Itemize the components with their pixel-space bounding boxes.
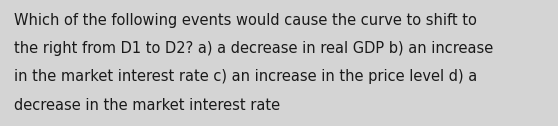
Text: decrease in the market interest rate: decrease in the market interest rate — [14, 98, 280, 113]
Text: in the market interest rate c) an increase in the price level d) a: in the market interest rate c) an increa… — [14, 69, 477, 84]
Text: the right from D1 to D2? a) a decrease in real GDP b) an increase: the right from D1 to D2? a) a decrease i… — [14, 41, 493, 56]
Text: Which of the following events would cause the curve to shift to: Which of the following events would caus… — [14, 13, 477, 28]
